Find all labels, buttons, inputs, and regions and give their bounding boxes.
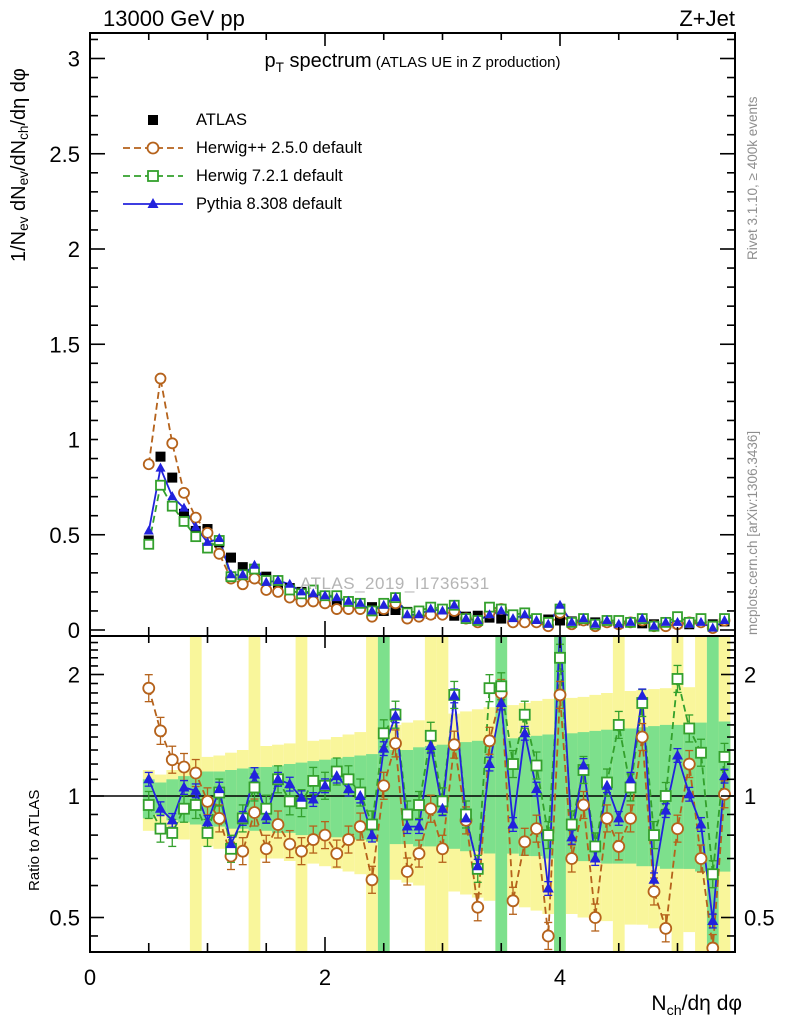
legend-item-atlas: ATLAS: [122, 106, 362, 134]
svg-text:2: 2: [744, 663, 756, 688]
legend-label: Herwig 7.2.1 default: [196, 166, 343, 185]
svg-text:2: 2: [68, 237, 80, 262]
observable-symbol: p: [264, 50, 276, 72]
atlas-marker-icon: [122, 112, 184, 128]
legend-label: Pythia 8.308 default: [196, 194, 342, 213]
svg-text:4: 4: [554, 965, 566, 990]
x-axis-title: Nch/dη dφ: [651, 992, 742, 1020]
legend-label: ATLAS: [196, 110, 248, 129]
herwig7-marker-icon: [122, 168, 184, 184]
svg-text:1.5: 1.5: [49, 332, 80, 357]
legend-item-herwigpp: Herwig++ 2.5.0 default: [122, 134, 362, 162]
svg-text:1: 1: [744, 784, 756, 809]
svg-text:2: 2: [68, 663, 80, 688]
observable-subscript: T: [275, 60, 284, 75]
svg-text:3: 3: [68, 47, 80, 72]
main-y-axis-title: 1/Nev dNev/dNch/dη dφ: [8, 68, 31, 262]
svg-text:2: 2: [319, 965, 331, 990]
beam-energy-label: 13000 GeV pp: [103, 6, 245, 31]
svg-text:2.5: 2.5: [49, 142, 80, 167]
svg-text:0: 0: [68, 618, 80, 643]
svg-text:1: 1: [68, 428, 80, 453]
legend-item-herwig7: Herwig 7.2.1 default: [122, 162, 362, 190]
legend-item-pythia: Pythia 8.308 default: [122, 190, 362, 218]
svg-text:0.5: 0.5: [744, 906, 775, 931]
svg-text:1: 1: [68, 784, 80, 809]
pythia-marker-icon: [122, 196, 184, 212]
analysis-id-watermark: ATLAS_2019_I1736531: [300, 574, 490, 593]
svg-text:0: 0: [84, 965, 96, 990]
ratio-y-axis-title: Ratio to ATLAS: [26, 789, 43, 891]
legend-label: Herwig++ 2.5.0 default: [196, 138, 363, 157]
legend: ATLAS Herwig++ 2.5.0 default Herwig 7.2.…: [122, 106, 362, 218]
mcplots-attribution-note: mcplots.cern.ch [arXiv:1306.3436]: [745, 430, 760, 635]
analysis-descriptor: (ATLAS UE in Z production): [375, 54, 561, 71]
rivet-version-note: Rivet 3.1.10, ≥ 400k events: [745, 96, 760, 260]
process-label: Z+Jet: [679, 6, 735, 31]
herwigpp-marker-icon: [122, 140, 184, 156]
svg-text:0.5: 0.5: [49, 523, 80, 548]
svg-text:0.5: 0.5: [49, 906, 80, 931]
observable-name: spectrum: [283, 50, 372, 72]
plot-title: pT spectrum (ATLAS UE in Z production): [90, 50, 735, 75]
